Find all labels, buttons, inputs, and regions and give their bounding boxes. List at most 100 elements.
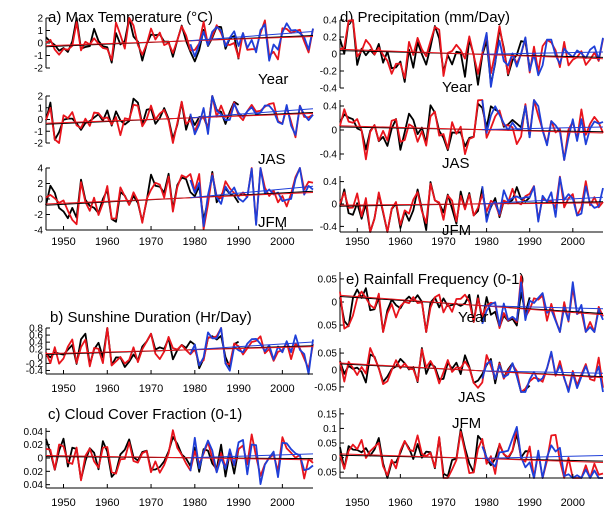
x-tick-label: 1990 bbox=[517, 497, 541, 508]
rainfreq-chart: e) Rainfall Frequency (0-1) 0.05 0 0.05 Year… bbox=[314, 271, 604, 508]
series-line-blue bbox=[189, 95, 314, 136]
rainfreq-x-axis: 1950 1960 1970 1980 1990 2000 bbox=[340, 474, 603, 508]
y-tick-label: 0 bbox=[331, 200, 337, 211]
season-label: JAS bbox=[458, 389, 486, 406]
x-tick-label: 1960 bbox=[388, 497, 412, 508]
season-label: JFM bbox=[258, 214, 287, 231]
y-tick-label: -2 bbox=[34, 64, 43, 75]
x-tick-label: 2000 bbox=[561, 236, 585, 248]
rainfreq-panel-0: 0.05 0 0.05 Year bbox=[318, 272, 604, 333]
rainfreq-panel-1: 0.05 0 -0.05 JAS bbox=[314, 347, 604, 406]
sun-panel-0: 0.80.60.40.20-0.2-0.4 bbox=[26, 324, 314, 377]
y-tick-label: 0 bbox=[331, 453, 337, 464]
x-tick-label: 1960 bbox=[95, 236, 119, 248]
y-tick-label: 0.15 bbox=[318, 409, 338, 420]
y-tick-label: 0.05 bbox=[318, 468, 338, 479]
series-line-blue bbox=[189, 327, 314, 375]
y-tick-label: 2 bbox=[37, 14, 43, 25]
tmax-panel-1: 210-1-2 JAS bbox=[34, 92, 314, 168]
tmax-panel-0: 21 0-1 -2 Year bbox=[34, 14, 314, 88]
x-tick-label: 1980 bbox=[183, 497, 207, 508]
y-tick-label: -0.4 bbox=[320, 222, 338, 233]
precip-title: d) Precipitation (mm/Day) bbox=[340, 9, 510, 26]
y-tick-label: 0 bbox=[37, 454, 43, 465]
x-tick-label: 1970 bbox=[139, 236, 163, 248]
y-tick-label: 0.2 bbox=[323, 33, 337, 44]
x-tick-label: 2000 bbox=[561, 497, 585, 508]
trend-line-red bbox=[339, 202, 604, 206]
series-line-blue bbox=[189, 22, 314, 62]
x-tick-label: 1960 bbox=[95, 497, 119, 508]
y-tick-label: 0.1 bbox=[323, 424, 337, 435]
y-tick-label: 0.02 bbox=[24, 467, 44, 478]
x-tick-label: 1950 bbox=[345, 497, 369, 508]
trend-line-blue bbox=[190, 341, 314, 351]
rainfreq-title: e) Rainfall Frequency (0-1) bbox=[346, 271, 524, 288]
y-tick-label: 0.6 bbox=[29, 331, 43, 342]
cloud-panel-0: 0.04 0.02 0 0.02 0.04 bbox=[24, 427, 314, 491]
trend-line-blue bbox=[482, 126, 604, 131]
x-tick-label: 1990 bbox=[226, 236, 250, 248]
y-tick-label: 1 bbox=[37, 103, 43, 114]
y-tick-label: 0.4 bbox=[323, 16, 337, 27]
trend-line-red bbox=[45, 346, 314, 355]
x-tick-label: 1960 bbox=[388, 236, 412, 248]
y-tick-label: 0.8 bbox=[29, 324, 43, 335]
y-tick-label: -1 bbox=[34, 127, 43, 138]
x-tick-label: 1990 bbox=[226, 497, 250, 508]
y-tick-label: -2 bbox=[34, 139, 43, 150]
trend-line-red bbox=[339, 362, 604, 379]
season-label: JFM bbox=[442, 222, 471, 239]
tmax-x-axis: 1950 1960 1970 1980 1990 2000 bbox=[46, 226, 313, 248]
y-tick-label: 2 bbox=[37, 92, 43, 103]
x-tick-label: 1990 bbox=[226, 383, 250, 395]
trend-line-blue bbox=[482, 370, 604, 374]
cloud-title: c) Cloud Cover Fraction (0-1) bbox=[48, 406, 242, 423]
trend-line-blue bbox=[482, 454, 604, 459]
x-tick-label: 1990 bbox=[517, 236, 541, 248]
trend-line-red bbox=[45, 36, 314, 47]
x-tick-label: 1950 bbox=[51, 497, 75, 508]
y-tick-label: -2 bbox=[34, 210, 43, 221]
trend-line-red bbox=[45, 191, 314, 205]
y-tick-label: -0.05 bbox=[314, 382, 337, 393]
trend-line-blue bbox=[482, 51, 604, 55]
sun-title: b) Sunshine Duration (Hr/Day) bbox=[50, 309, 252, 326]
x-tick-label: 1970 bbox=[431, 497, 455, 508]
season-label: JAS bbox=[442, 155, 470, 172]
trend-line-red bbox=[339, 125, 604, 134]
series-line-black bbox=[339, 287, 531, 333]
trend-line-blue bbox=[482, 196, 604, 205]
y-tick-label: 0.05 bbox=[318, 349, 338, 360]
y-tick-label: 0.4 bbox=[29, 338, 43, 349]
trend-line-red bbox=[339, 294, 604, 316]
y-tick-label: 0 bbox=[37, 39, 43, 50]
y-tick-label: 0.05 bbox=[318, 439, 338, 450]
tmax-chart: a) Max Temperature (°C)210-1-2Year210-1-… bbox=[34, 9, 314, 248]
season-label: JFM bbox=[452, 415, 481, 432]
trend-line-blue bbox=[190, 31, 314, 42]
y-tick-label: -0.4 bbox=[320, 84, 338, 95]
y-tick-label: 0 bbox=[331, 298, 337, 309]
series-line-red bbox=[339, 347, 604, 393]
x-tick-label: 2000 bbox=[270, 383, 294, 395]
precip-chart: d) Precipitation (mm/Day)0.40.20-0.2-0.4… bbox=[320, 9, 604, 248]
x-tick-label: 1970 bbox=[139, 497, 163, 508]
y-tick-label: 0 bbox=[331, 366, 337, 377]
tmax-title: a) Max Temperature (°C) bbox=[48, 9, 213, 26]
x-tick-label: 1960 bbox=[95, 383, 119, 395]
y-tick-label: 4 bbox=[37, 164, 43, 175]
season-label: JAS bbox=[258, 151, 286, 168]
x-tick-label: 1970 bbox=[139, 383, 163, 395]
x-tick-label: 1950 bbox=[51, 236, 75, 248]
series-line-blue bbox=[481, 425, 603, 479]
x-tick-label: 1950 bbox=[51, 383, 75, 395]
trend-line-red bbox=[339, 48, 604, 60]
trend-line-red bbox=[45, 112, 314, 124]
y-tick-label: 1 bbox=[37, 26, 43, 37]
season-label: Year bbox=[442, 79, 472, 96]
cloud-chart: c) Cloud Cover Fraction (0-1)0.040.0200.… bbox=[24, 406, 314, 508]
cloud-x-axis: 1950 1960 1970 1980 1990 2000 bbox=[46, 484, 313, 508]
y-tick-label: -0.4 bbox=[26, 366, 44, 377]
trend-line-blue bbox=[190, 453, 314, 459]
